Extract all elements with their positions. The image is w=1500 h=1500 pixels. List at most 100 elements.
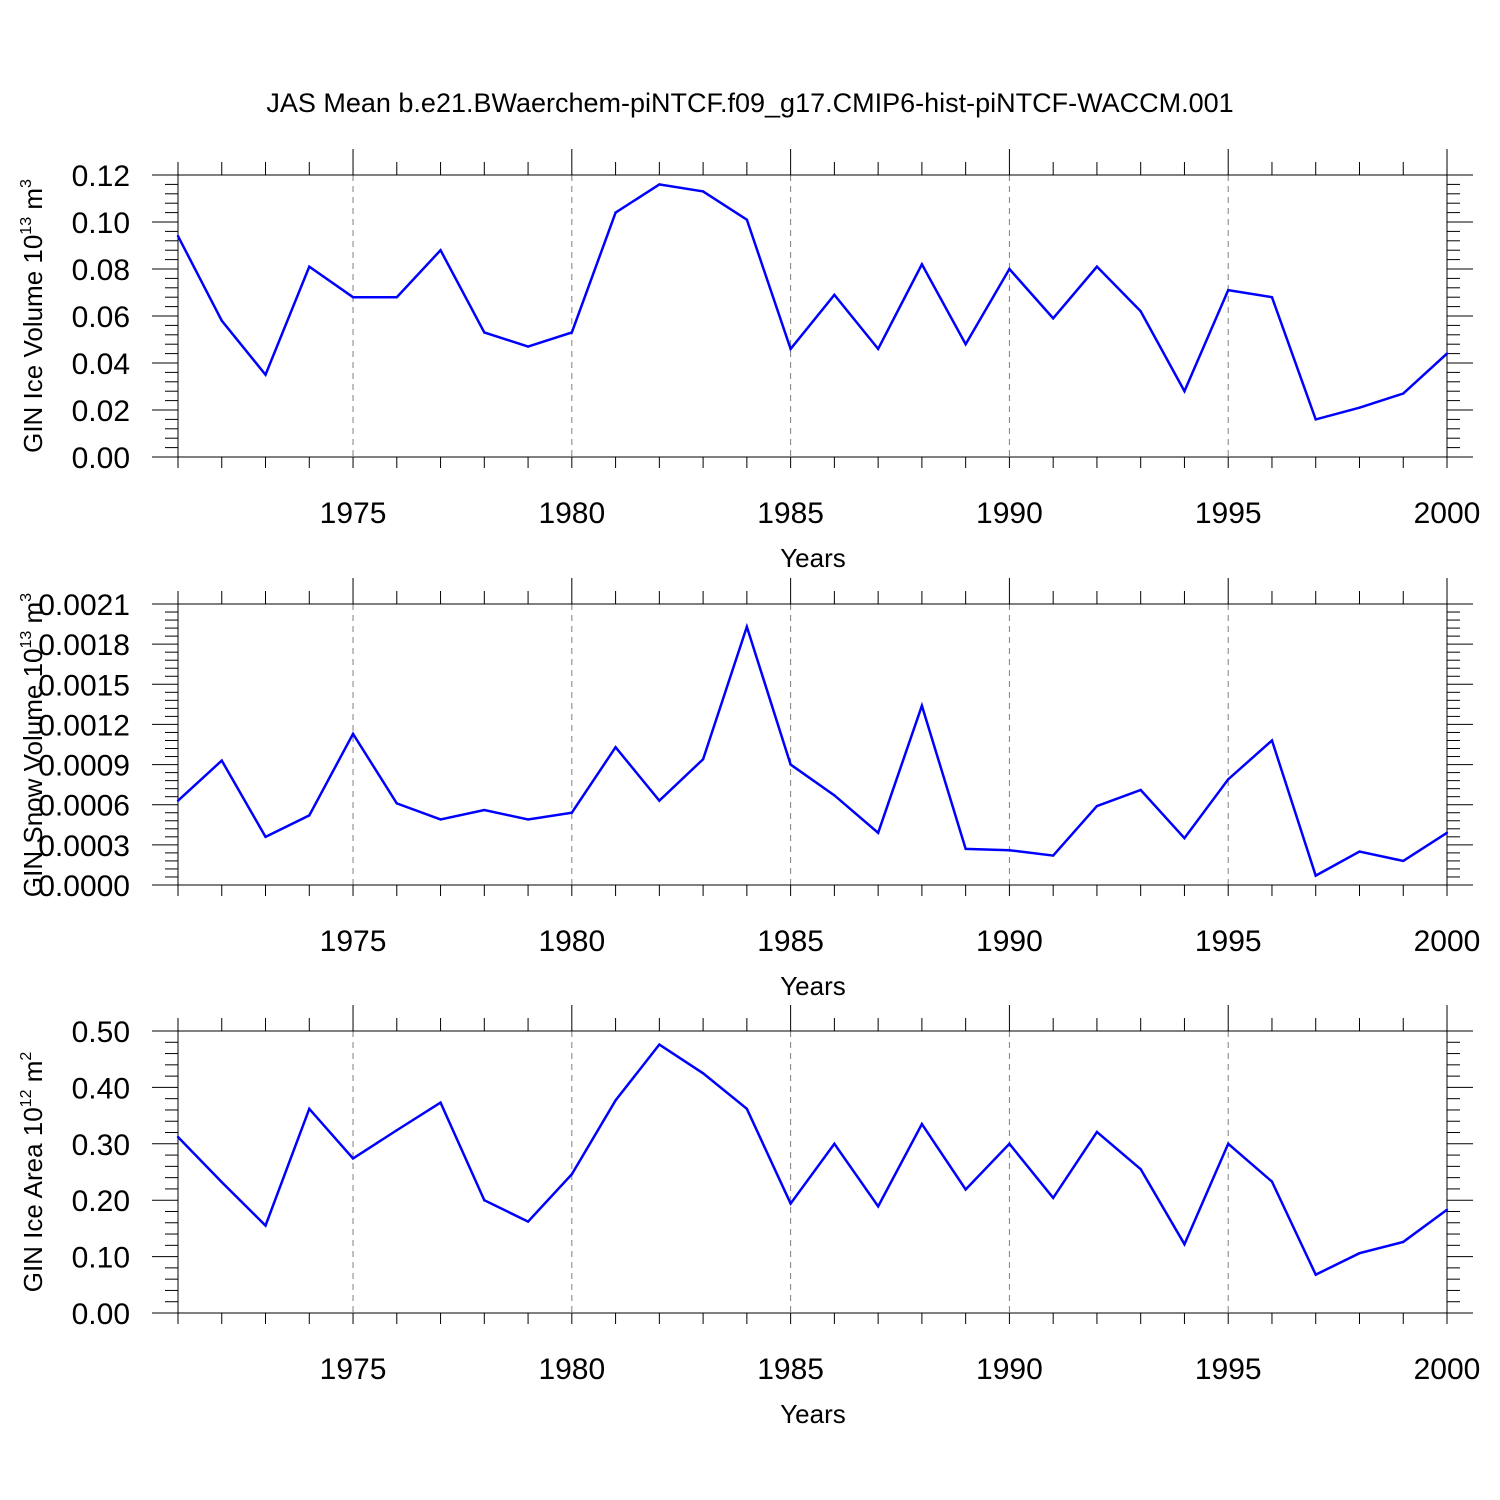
- data-point: [1008, 1142, 1011, 1146]
- y-tick-label: 0.10: [72, 1242, 130, 1275]
- data-point: [526, 818, 530, 821]
- panel-3: 0.00 0.10 0.20 0.30 0.40 0.50 1975 1980 1985 1990…: [18, 1005, 1480, 1429]
- data-point: [1314, 874, 1317, 877]
- data-point: [1139, 310, 1142, 313]
- data-point: [351, 296, 355, 299]
- y-tick-label: 0.20: [72, 1185, 130, 1218]
- y-axis-label: GIN Ice Area 1012 m2: [18, 1052, 48, 1293]
- y-tick-label: 0.0006: [38, 790, 130, 823]
- data-point: [351, 1157, 355, 1160]
- y-tick-label: 0.04: [72, 348, 130, 381]
- x-tick-label: 1975: [320, 1353, 387, 1386]
- data-point: [308, 1107, 311, 1111]
- data-point: [1051, 317, 1055, 320]
- data-point: [351, 732, 355, 735]
- data-point: [789, 1202, 792, 1205]
- data-point: [1445, 831, 1449, 835]
- data-point: [658, 183, 661, 186]
- data-point: [833, 293, 836, 297]
- y-tick-label: 0.0018: [38, 629, 130, 662]
- x-axis-label: Years: [780, 543, 846, 573]
- data-point: [745, 1107, 749, 1111]
- data-point: [308, 814, 311, 817]
- panel-2: 0.0000 0.0003 0.0006 0.0009 0.0012 0.0015 0.00…: [18, 578, 1480, 1001]
- x-tick-label: 1985: [757, 925, 824, 958]
- data-point: [789, 763, 792, 766]
- data-point: [1270, 1180, 1274, 1183]
- y-tick-label: 0.0003: [38, 830, 130, 863]
- data-point: [176, 234, 180, 238]
- data-point: [570, 1173, 574, 1176]
- data-point: [1227, 778, 1230, 781]
- data-point: [439, 249, 442, 252]
- series-line: [176, 183, 1448, 421]
- x-tick-label: 1980: [538, 925, 605, 958]
- data-point: [833, 1142, 836, 1146]
- data-point: [1183, 390, 1186, 393]
- data-point: [1227, 1142, 1230, 1146]
- x-tick-label: 1975: [320, 497, 387, 530]
- data-point: [701, 190, 705, 193]
- x-tick-label: 1980: [538, 1353, 605, 1386]
- x-tick-label: 1995: [1195, 1353, 1262, 1386]
- data-point: [745, 625, 749, 628]
- data-point: [876, 831, 880, 835]
- x-tick-label: 2000: [1414, 497, 1481, 530]
- data-point: [483, 331, 486, 334]
- data-point: [614, 745, 617, 749]
- y-tick-label: 0.12: [72, 160, 130, 193]
- data-point: [1095, 265, 1099, 268]
- data-point: [614, 211, 617, 214]
- y-tick-label: 0.06: [72, 301, 130, 334]
- data-point: [701, 758, 705, 761]
- data-point: [570, 331, 574, 334]
- data-point: [920, 704, 924, 707]
- x-axis-label: Years: [780, 971, 846, 1001]
- data-point: [395, 296, 398, 299]
- y-axis-label: GIN Snow Volume 1013 m3: [18, 593, 48, 897]
- data-point: [439, 818, 442, 821]
- x-tick-label: 1985: [757, 1353, 824, 1386]
- y-tick-label: 0.40: [72, 1072, 130, 1105]
- data-point: [614, 1099, 617, 1102]
- data-point: [395, 1129, 398, 1132]
- x-tick-label: 2000: [1414, 1353, 1481, 1386]
- data-point: [176, 799, 180, 802]
- data-point: [1008, 267, 1011, 271]
- series-line: [177, 1042, 1448, 1277]
- data-point: [220, 1180, 223, 1184]
- data-point: [789, 347, 792, 351]
- data-point: [1358, 850, 1361, 853]
- panels: 0.00 0.02 0.04 0.06 0.08 0.10 0.12 1975 1980 1985…: [18, 149, 1480, 1429]
- data-point: [964, 343, 967, 346]
- data-point: [1402, 1240, 1405, 1244]
- data-point: [1314, 1273, 1317, 1276]
- y-tick-label: 0.0015: [38, 669, 130, 702]
- data-point: [1183, 1242, 1186, 1246]
- data-point: [1445, 1208, 1449, 1211]
- figure-title: JAS Mean b.e21.BWaerchem-piNTCF.f09_g17.…: [266, 88, 1233, 118]
- data-point: [745, 218, 749, 221]
- data-point: [1445, 352, 1449, 355]
- data-point: [308, 265, 311, 268]
- data-point: [1358, 406, 1361, 409]
- y-axis-label: GIN Ice Volume 1013 m3: [18, 179, 48, 453]
- y-tick-label: 0.10: [72, 207, 130, 240]
- data-point: [964, 1188, 967, 1191]
- y-tick-label: 0.0009: [38, 750, 130, 783]
- data-point: [439, 1101, 442, 1104]
- data-point: [483, 1199, 486, 1202]
- data-point: [1227, 288, 1230, 292]
- x-tick-label: 1995: [1195, 925, 1262, 958]
- data-point: [1402, 392, 1405, 395]
- x-axis-label: Years: [780, 1399, 846, 1429]
- data-point: [264, 835, 267, 839]
- data-point: [1095, 804, 1099, 808]
- y-tick-label: 0.0021: [38, 589, 130, 622]
- data-point: [1314, 418, 1317, 421]
- series-line: [177, 622, 1448, 878]
- data-point: [876, 1205, 880, 1208]
- data-point: [483, 808, 486, 812]
